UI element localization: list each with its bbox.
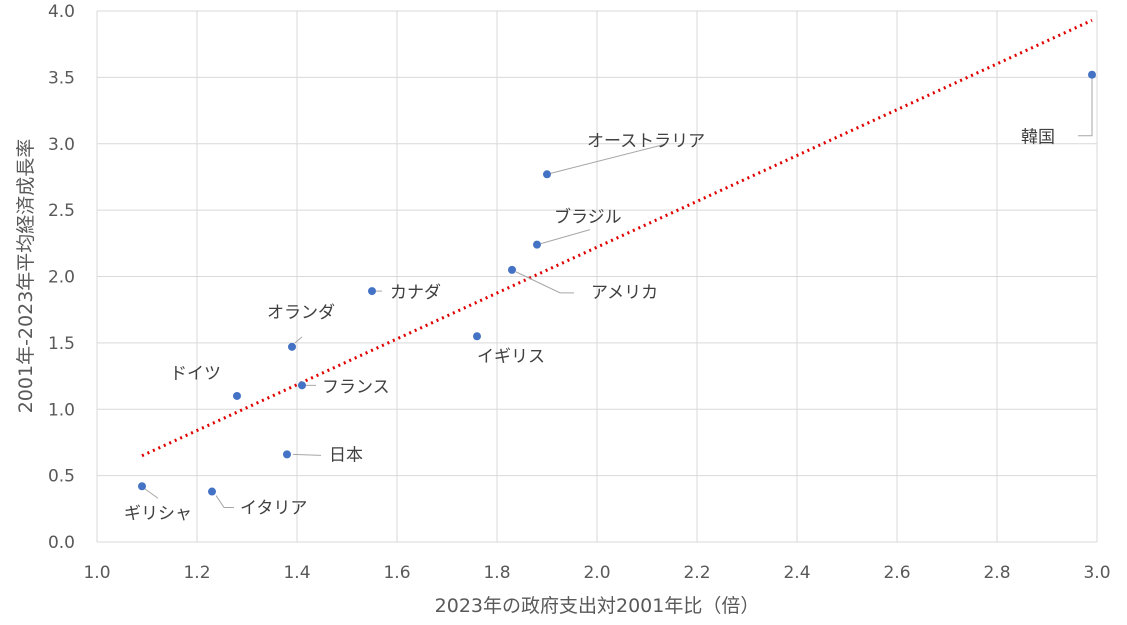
y-tick-label: 3.5 xyxy=(48,68,75,88)
data-label: ギリシャ xyxy=(124,504,192,524)
y-tick-label: 0.5 xyxy=(48,467,75,487)
x-tick-label: 1.4 xyxy=(283,563,310,583)
data-point xyxy=(533,240,541,249)
data-point xyxy=(283,450,291,459)
leader-line xyxy=(292,453,322,456)
leader-line xyxy=(215,495,234,509)
data-point xyxy=(368,287,376,296)
leader-line xyxy=(294,336,303,344)
y-tick-label: 2.5 xyxy=(48,201,75,221)
data-points xyxy=(138,70,1096,496)
data-label: オランダ xyxy=(267,303,335,323)
x-axis-title: 2023年の政府支出対2001年比（倍） xyxy=(435,595,760,617)
x-tick-label: 2.2 xyxy=(683,563,710,583)
leader-line xyxy=(550,143,666,174)
leader-line xyxy=(1078,78,1093,137)
y-tick-labels: 0.0 0.5 1.0 1.5 2.0 2.5 3.0 3.5 4.0 xyxy=(48,2,75,553)
data-point xyxy=(233,391,241,400)
data-label: アメリカ xyxy=(591,283,658,303)
data-point xyxy=(138,482,146,491)
x-tick-label: 1.8 xyxy=(483,563,510,583)
data-label: フランス xyxy=(322,377,390,397)
x-tick-label: 3.0 xyxy=(1083,563,1110,583)
x-tick-label: 1.6 xyxy=(383,563,410,583)
leader-line xyxy=(515,271,574,294)
x-tick-labels: 1.0 1.2 1.4 1.6 1.8 2.0 2.2 2.4 2.6 2.8 3.0 xyxy=(83,563,1110,583)
data-label: イギリス xyxy=(477,347,545,367)
data-point xyxy=(473,332,481,341)
x-tick-label: 2.4 xyxy=(783,563,810,583)
data-point xyxy=(1088,70,1096,79)
data-label: オーストラリア xyxy=(587,131,705,151)
y-tick-label: 1.0 xyxy=(48,400,75,420)
gridlines xyxy=(96,10,1098,543)
x-tick-label: 1.0 xyxy=(83,563,110,583)
y-axis-title: 2001年-2023年平均経済成長率 xyxy=(15,139,37,414)
x-tick-label: 2.0 xyxy=(583,563,610,583)
y-tick-label: 4.0 xyxy=(48,2,75,22)
leader-line xyxy=(540,229,591,245)
data-point xyxy=(208,487,216,496)
data-label: カナダ xyxy=(390,283,441,303)
data-point xyxy=(543,170,551,179)
data-label: ブラジル xyxy=(554,207,622,228)
data-point xyxy=(508,265,516,274)
x-tick-label: 1.2 xyxy=(183,563,210,583)
label-leader-lines xyxy=(143,78,1093,509)
data-point xyxy=(288,342,296,351)
data-label: イタリア xyxy=(240,499,307,519)
y-tick-label: 2.0 xyxy=(48,268,75,288)
data-label: 日本 xyxy=(329,445,363,465)
data-point xyxy=(298,381,306,390)
leader-line xyxy=(143,487,159,499)
y-tick-label: 0.0 xyxy=(48,533,75,553)
data-label: ドイツ xyxy=(170,364,221,384)
y-tick-label: 1.5 xyxy=(48,334,75,354)
data-label: 韓国 xyxy=(1021,128,1055,148)
y-tick-label: 3.0 xyxy=(48,135,75,155)
x-tick-label: 2.8 xyxy=(983,563,1010,583)
x-tick-label: 2.6 xyxy=(883,563,910,583)
